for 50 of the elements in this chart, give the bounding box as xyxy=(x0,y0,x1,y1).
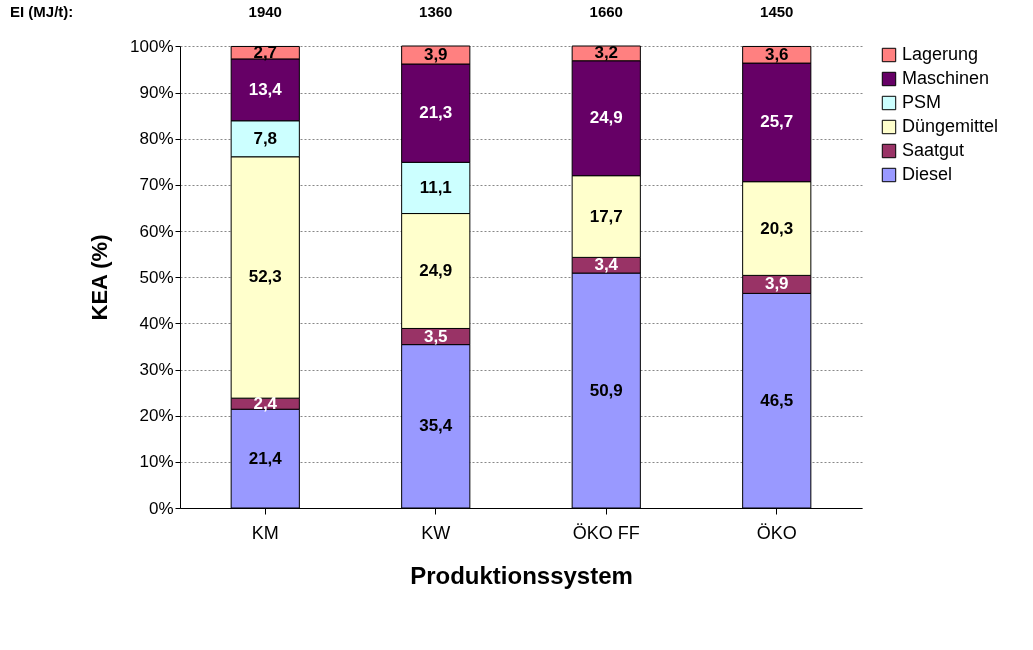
y-tick-label: 30% xyxy=(139,360,174,380)
data-label: 46,5 xyxy=(760,390,794,410)
text: 1360 xyxy=(419,3,453,20)
x-tick-label: ÖKO FF xyxy=(572,522,640,543)
legend-label: Maschinen xyxy=(902,68,990,88)
y-tick-label: 50% xyxy=(139,267,174,287)
data-label: 24,9 xyxy=(419,261,453,280)
legend-label: Lagerung xyxy=(902,44,979,64)
data-label: 20,3 xyxy=(760,218,794,238)
data-label: 25,7 xyxy=(760,112,794,132)
data-label: 17,7 xyxy=(589,206,623,226)
x-tick-label: KW xyxy=(421,522,451,543)
y-tick-label: 40% xyxy=(139,313,174,333)
x-tick-label: ÖKO xyxy=(756,522,797,543)
y-tick-label: 80% xyxy=(139,129,174,149)
data-label: 3,2 xyxy=(594,43,619,63)
y-tick-label: 0% xyxy=(148,498,174,518)
data-label: 50,9 xyxy=(589,380,623,400)
text: 1940 xyxy=(248,3,282,20)
text: EI (MJ/t): xyxy=(10,3,74,20)
data-label: 7,8 xyxy=(253,128,278,148)
y-tick-label: 90% xyxy=(139,83,174,103)
data-label: 13,4 xyxy=(248,79,283,99)
legend-label: Diesel xyxy=(902,164,953,184)
y-tick-label: 10% xyxy=(139,452,174,472)
data-label: 3,4 xyxy=(594,255,619,275)
y-tick-label: 100% xyxy=(130,36,174,56)
data-label: 3,6 xyxy=(764,44,789,64)
data-label: 52,3 xyxy=(248,267,282,287)
x-tick-label: KM xyxy=(251,522,279,543)
y-tick-label: 20% xyxy=(139,406,174,426)
x-axis-title: Produktionssystem xyxy=(410,561,633,589)
data-label: 21,3 xyxy=(419,103,453,123)
data-label: 3,9 xyxy=(764,274,789,294)
text: 1660 xyxy=(589,3,623,20)
data-label: 2,7 xyxy=(253,42,278,62)
y-axis-title: KEA (%) xyxy=(87,234,113,321)
data-label: 3,9 xyxy=(423,45,448,64)
data-label: 2,4 xyxy=(253,393,278,413)
y-tick-label: 60% xyxy=(139,221,174,241)
data-label: 3,5 xyxy=(423,326,448,346)
legend-label: PSM xyxy=(902,92,942,112)
data-label: 21,4 xyxy=(248,448,283,468)
y-tick-label: 70% xyxy=(139,175,174,195)
data-label: 35,4 xyxy=(419,416,453,436)
legend-label: Saatgut xyxy=(902,140,965,160)
text: 1450 xyxy=(760,3,794,20)
data-label: 11,1 xyxy=(419,177,452,197)
data-label: 24,9 xyxy=(589,108,623,128)
legend-label: Düngemittel xyxy=(902,116,999,136)
